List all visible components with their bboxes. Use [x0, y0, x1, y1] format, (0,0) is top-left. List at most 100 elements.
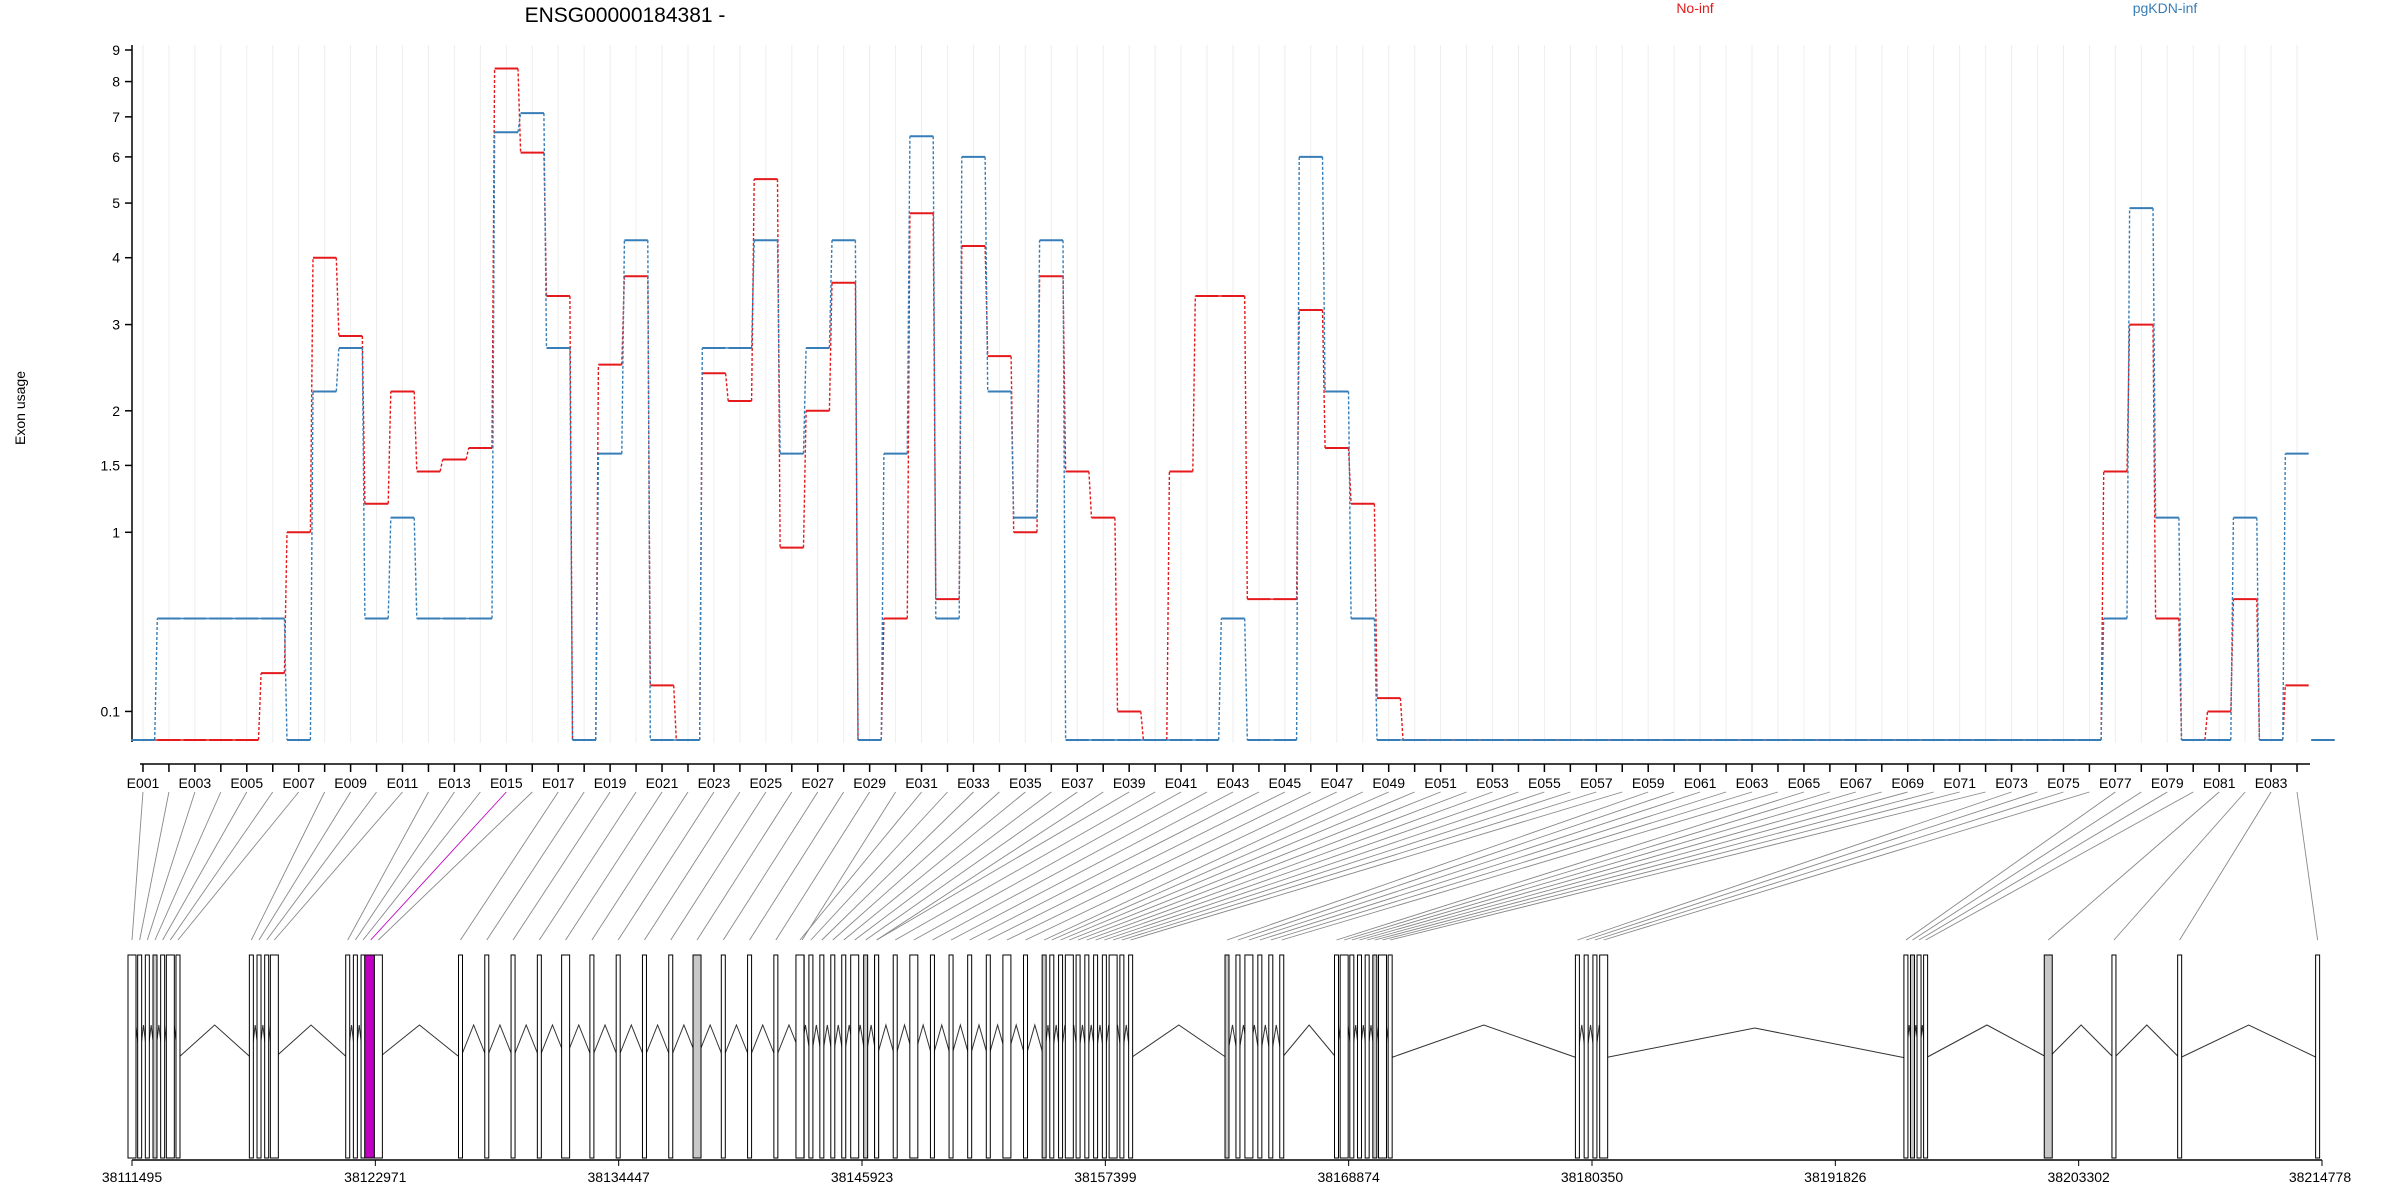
intron-line [591, 1023, 619, 1059]
y-tick-label: 9 [112, 42, 120, 58]
exon-box [1349, 954, 1355, 1159]
exon-connector [1918, 791, 2168, 941]
exon-box [1339, 954, 1349, 1159]
exon-connector [1336, 791, 1805, 941]
genomic-tick-label: 38214778 [2289, 1169, 2352, 1185]
exon-connector [2179, 791, 2272, 941]
exon-box [2043, 954, 2053, 1159]
exon-connector [894, 791, 1156, 941]
exon-box [1093, 954, 1099, 1159]
exon-connector [362, 791, 481, 941]
intron-line [2179, 1024, 2318, 1059]
exon-box [747, 954, 753, 1159]
intron-line [1025, 1023, 1045, 1059]
y-tick-label: 1 [112, 524, 120, 540]
exon-box [1041, 954, 1047, 1159]
exon-connector [1594, 791, 2064, 941]
x-tick-label: E033 [957, 775, 990, 791]
exon-box [773, 954, 779, 1159]
x-tick-label: E019 [594, 775, 627, 791]
exon-box [985, 954, 991, 1159]
exon-box [264, 954, 270, 1159]
x-tick-label: E029 [853, 775, 886, 791]
exon-box [248, 954, 254, 1159]
exon-box [1257, 954, 1263, 1159]
x-tick-label: E037 [1061, 775, 1094, 791]
exon-box [2111, 954, 2117, 1159]
exon-connector [854, 791, 1052, 941]
exon-box [561, 954, 571, 1159]
exon-connector [1586, 791, 2038, 941]
exon-connector [950, 791, 1234, 941]
genomic-tick-label: 38111495 [102, 1169, 162, 1185]
x-tick-label: E031 [905, 775, 938, 791]
exon-box [874, 954, 880, 1159]
x-tick-label: E063 [1736, 775, 1769, 791]
exon-box [2315, 954, 2321, 1159]
exon-box [1387, 954, 1393, 1159]
exon-box [1903, 954, 1909, 1159]
exon-box [256, 954, 262, 1159]
exon-connector [274, 791, 403, 941]
intron-line [931, 1023, 952, 1059]
x-tick-label: E067 [1839, 775, 1872, 791]
exon-connector [1912, 791, 2142, 941]
x-tick-label: E001 [127, 775, 160, 791]
exon-box [808, 954, 814, 1159]
exon-box [795, 954, 805, 1159]
exon-connector [1359, 791, 1882, 941]
x-tick-label: E049 [1372, 775, 1405, 791]
x-tick-label: E011 [387, 775, 419, 791]
exon-connector [775, 791, 871, 941]
genomic-tick-label: 38157399 [1074, 1169, 1137, 1185]
genomic-tick-label: 38203302 [2048, 1169, 2111, 1185]
intron-line [512, 1023, 540, 1059]
exon-connector [1086, 791, 1493, 941]
exon-box [1244, 954, 1254, 1159]
exon-box [345, 954, 351, 1159]
x-tick-label: E055 [1528, 775, 1561, 791]
exon-box [352, 954, 358, 1159]
x-tick-label: E071 [1943, 775, 1976, 791]
exon-connector [876, 791, 1104, 941]
intron-line [950, 1023, 971, 1059]
exon-connector [1344, 791, 1831, 941]
exon-connector [644, 791, 741, 941]
intron-line [749, 1023, 777, 1059]
x-tick-label: E013 [438, 775, 471, 791]
exon-connector [154, 791, 222, 941]
exon-connector [1390, 791, 1986, 941]
exon-connector [801, 791, 896, 941]
x-tick-label: E021 [646, 775, 679, 791]
exon-connector [722, 791, 819, 941]
exon-connector [799, 791, 922, 941]
exon-box [144, 954, 150, 1159]
exon-box [1224, 954, 1230, 1159]
x-tick-label: E075 [2047, 775, 2080, 791]
exon-box [841, 954, 847, 1159]
exon-connector [565, 791, 663, 941]
x-tick-label: E043 [1217, 775, 1250, 791]
exon-box [863, 954, 869, 1159]
x-tick-label: E047 [1320, 775, 1353, 791]
exon-connector [1905, 791, 2116, 941]
intron-line [177, 1024, 252, 1059]
intron-line [1925, 1024, 2049, 1059]
exon-box [127, 954, 137, 1159]
exon-connector [1043, 791, 1363, 941]
x-tick-label: E023 [698, 775, 731, 791]
exon-box [615, 954, 621, 1159]
exon-connector [1226, 791, 1649, 941]
exon-box [819, 954, 825, 1159]
genomic-tick-label: 38122971 [344, 1169, 407, 1185]
exon-connector [1281, 791, 1779, 941]
x-tick-label: E069 [1891, 775, 1924, 791]
exon-box [850, 954, 860, 1159]
exon-connector [486, 791, 585, 941]
exon-connector [162, 791, 248, 941]
exon-box [1064, 954, 1074, 1159]
y-tick-label: 8 [112, 74, 120, 90]
exon-connector [139, 791, 170, 941]
x-tick-label: E005 [230, 775, 263, 791]
